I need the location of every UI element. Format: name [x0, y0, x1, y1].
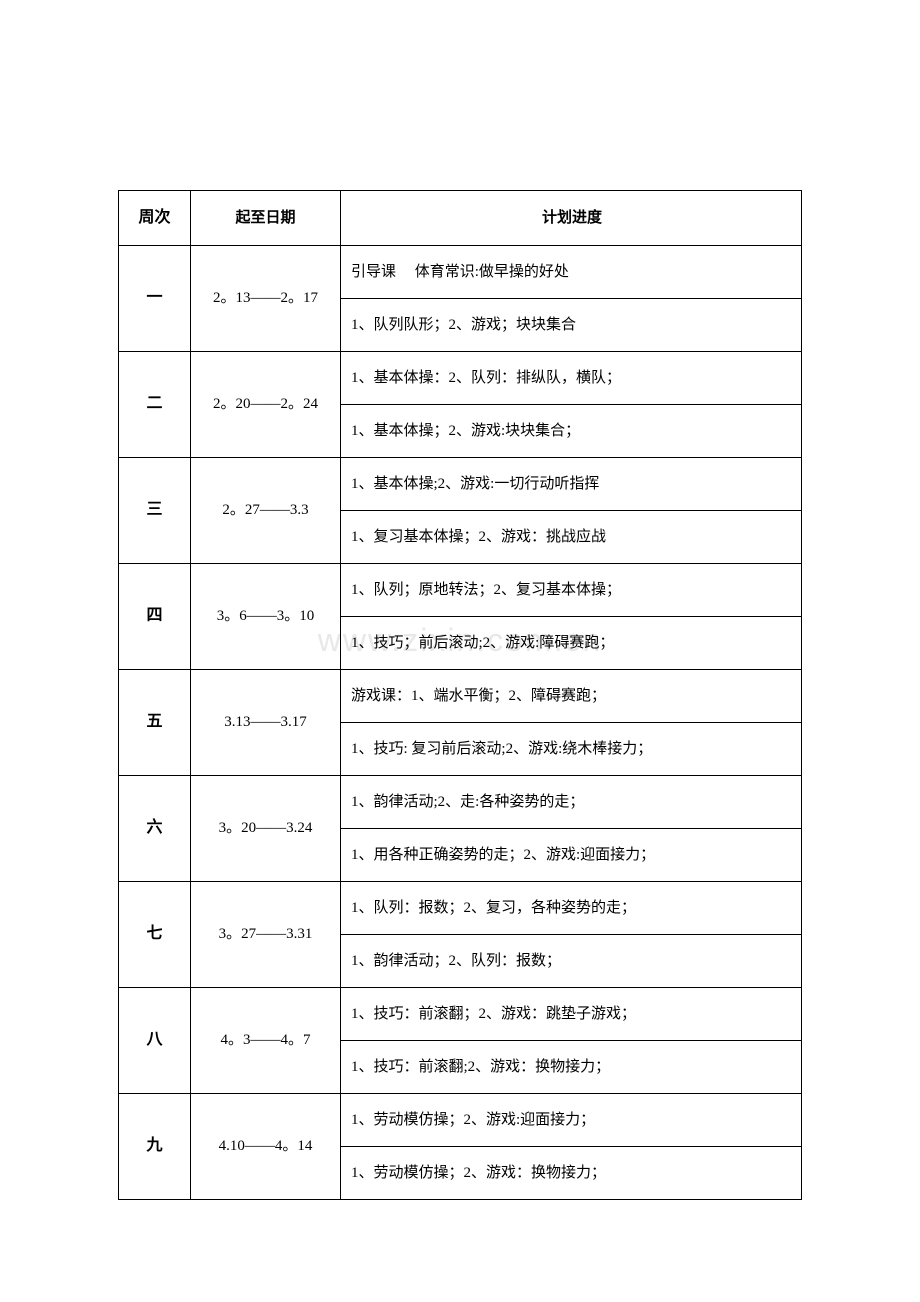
- table-body: 一 2。13——2。17 引导课 体育常识:做早操的好处 1、队列队形；2、游戏…: [119, 245, 802, 1199]
- week-cell: 七: [119, 881, 191, 987]
- date-cell: 2。13——2。17: [191, 245, 341, 351]
- table-row: 三 2。27——3.3 1、基本体操;2、游戏:一切行动听指挥: [119, 457, 802, 510]
- header-week: 周次: [119, 191, 191, 246]
- plan-cell: 1、技巧: 复习前后滚动;2、游戏:绕木棒接力；: [341, 722, 802, 775]
- table-header-row: 周次 起至日期 计划进度: [119, 191, 802, 246]
- week-cell: 三: [119, 457, 191, 563]
- table-row: 七 3。27——3.31 1、队列：报数；2、复习，各种姿势的走；: [119, 881, 802, 934]
- week-cell: 五: [119, 669, 191, 775]
- plan-cell: 1、劳动模仿操；2、游戏：换物接力；: [341, 1146, 802, 1199]
- plan-cell: 1、技巧：前滚翻;2、游戏：换物接力；: [341, 1040, 802, 1093]
- plan-cell: 1、韵律活动;2、走:各种姿势的走；: [341, 775, 802, 828]
- plan-cell: 1、技巧；前后滚动;2、游戏:障碍赛跑；: [341, 616, 802, 669]
- date-cell: 2。27——3.3: [191, 457, 341, 563]
- table-row: 二 2。20——2。24 1、基本体操：2、队列：排纵队，横队；: [119, 351, 802, 404]
- table-row: 六 3。20——3.24 1、韵律活动;2、走:各种姿势的走；: [119, 775, 802, 828]
- plan-cell: 1、基本体操：2、队列：排纵队，横队；: [341, 351, 802, 404]
- date-cell: 3。27——3.31: [191, 881, 341, 987]
- table-row: 九 4.10——4。14 1、劳动模仿操；2、游戏:迎面接力；: [119, 1093, 802, 1146]
- table-row: 一 2。13——2。17 引导课 体育常识:做早操的好处: [119, 245, 802, 298]
- plan-cell: 引导课 体育常识:做早操的好处: [341, 245, 802, 298]
- week-cell: 八: [119, 987, 191, 1093]
- week-cell: 九: [119, 1093, 191, 1199]
- week-cell: 六: [119, 775, 191, 881]
- week-cell: 二: [119, 351, 191, 457]
- date-cell: 4.10——4。14: [191, 1093, 341, 1199]
- date-cell: 3。20——3.24: [191, 775, 341, 881]
- plan-cell: 1、复习基本体操；2、游戏：挑战应战: [341, 510, 802, 563]
- plan-cell: 1、用各种正确姿势的走；2、游戏:迎面接力；: [341, 828, 802, 881]
- schedule-table: 周次 起至日期 计划进度 一 2。13——2。17 引导课 体育常识:做早操的好…: [118, 190, 802, 1200]
- plan-cell: 1、队列队形；2、游戏；块块集合: [341, 298, 802, 351]
- date-cell: 3。6——3。10: [191, 563, 341, 669]
- plan-cell: 1、基本体操;2、游戏:一切行动听指挥: [341, 457, 802, 510]
- plan-cell: 1、劳动模仿操；2、游戏:迎面接力；: [341, 1093, 802, 1146]
- date-cell: 3.13——3.17: [191, 669, 341, 775]
- table-row: 四 3。6——3。10 1、队列；原地转法；2、复习基本体操；: [119, 563, 802, 616]
- plan-cell: 1、队列：报数；2、复习，各种姿势的走；: [341, 881, 802, 934]
- plan-cell: 1、技巧：前滚翻；2、游戏：跳垫子游戏；: [341, 987, 802, 1040]
- table-row: 八 4。3——4。7 1、技巧：前滚翻；2、游戏：跳垫子游戏；: [119, 987, 802, 1040]
- header-dates: 起至日期: [191, 191, 341, 246]
- plan-cell: 游戏课：1、端水平衡；2、障碍赛跑；: [341, 669, 802, 722]
- table-row: 五 3.13——3.17 游戏课：1、端水平衡；2、障碍赛跑；: [119, 669, 802, 722]
- week-cell: 四: [119, 563, 191, 669]
- date-cell: 4。3——4。7: [191, 987, 341, 1093]
- schedule-table-wrapper: 周次 起至日期 计划进度 一 2。13——2。17 引导课 体育常识:做早操的好…: [118, 190, 802, 1200]
- header-plan: 计划进度: [341, 191, 802, 246]
- week-cell: 一: [119, 245, 191, 351]
- plan-cell: 1、基本体操；2、游戏:块块集合；: [341, 404, 802, 457]
- plan-cell: 1、队列；原地转法；2、复习基本体操；: [341, 563, 802, 616]
- date-cell: 2。20——2。24: [191, 351, 341, 457]
- plan-cell: 1、韵律活动；2、队列：报数；: [341, 934, 802, 987]
